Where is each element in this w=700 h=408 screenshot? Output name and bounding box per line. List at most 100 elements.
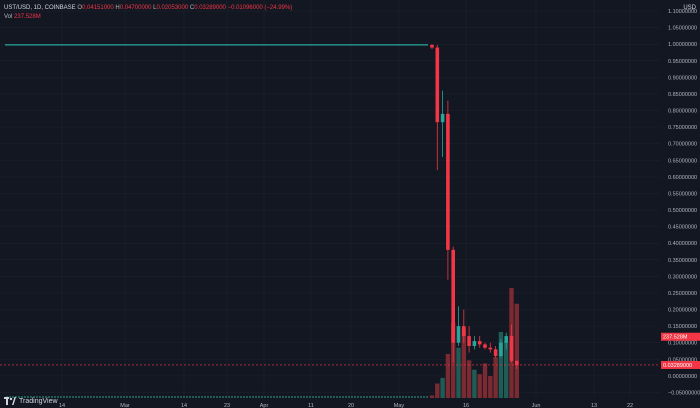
volume-bar [396, 396, 398, 398]
volume-bar [183, 396, 185, 398]
volume-bar [461, 328, 466, 398]
candle-body [493, 349, 498, 356]
volume-bar [378, 396, 380, 398]
brand-name: TradingView [19, 397, 58, 405]
y-tick-label: 0.00000000 [668, 374, 697, 380]
x-tick-label: 16 [463, 403, 469, 408]
candle-body [509, 336, 514, 361]
volume-bar [300, 396, 302, 398]
volume-bar [342, 396, 344, 398]
volume-bar [24, 396, 26, 398]
volume-bar [198, 396, 200, 398]
volume-bar [60, 396, 62, 398]
volume-bar [9, 396, 11, 398]
volume-bar [117, 396, 119, 398]
volume-bar [327, 396, 329, 398]
volume-bar [348, 396, 350, 398]
candle-body [440, 113, 445, 123]
volume-bar [369, 396, 371, 398]
open-label: O [77, 5, 83, 11]
x-tick-label: Mar [120, 403, 130, 408]
low-label: L [153, 5, 157, 11]
volume-bar [417, 396, 419, 398]
candle-body [477, 341, 482, 345]
y-tick-label: 0.40000000 [668, 241, 697, 247]
volume-bar [150, 396, 152, 398]
y-tick-label: 0.45000000 [668, 225, 697, 231]
volume-bar [321, 396, 323, 398]
volume-bar [177, 396, 179, 398]
high-label: H [115, 5, 120, 11]
volume-bar [291, 396, 293, 398]
volume-bar [135, 396, 137, 398]
volume-bar [90, 396, 92, 398]
volume-bar [63, 396, 65, 398]
volume-bar [243, 396, 245, 398]
volume-bar [96, 396, 98, 398]
volume-bar [249, 396, 251, 398]
candle-body [446, 113, 450, 250]
candle-body [462, 326, 466, 337]
volume-bar [387, 396, 389, 398]
volume-bar [228, 396, 230, 398]
volume-bar [162, 396, 164, 398]
brand-logo[interactable]: TradingView [4, 397, 58, 405]
volume-value-label: 237.528M [663, 335, 688, 341]
candle-body [456, 326, 461, 343]
volume-bar [54, 396, 56, 398]
volume-bar [240, 396, 242, 398]
volume-bar [303, 396, 305, 398]
volume-bar [288, 396, 290, 398]
close-value: 0.03289000 [194, 5, 226, 11]
open-value: 0.04151000 [82, 5, 114, 11]
volume-bar [195, 396, 197, 398]
volume-bar [482, 363, 488, 398]
volume-bar [105, 396, 107, 398]
volume-bar [261, 396, 263, 398]
volume-bar [264, 396, 266, 398]
volume-bar [93, 396, 95, 398]
volume-bar [210, 396, 212, 398]
candle-body [472, 341, 477, 347]
candlesticks [5, 44, 519, 370]
volume-bar [30, 396, 32, 398]
y-tick-label: 0.70000000 [668, 142, 697, 148]
volume-bar [66, 396, 68, 398]
volume-value: 237.528M [14, 14, 41, 20]
volume-bar [270, 396, 272, 398]
last-price-badge [661, 360, 700, 369]
volume-bar [138, 396, 140, 398]
currency-label[interactable]: USD [683, 5, 696, 11]
volume-bar [255, 396, 257, 398]
symbol-title[interactable]: UST/USD, 1D, COINBASE [4, 5, 76, 11]
volume-bar [445, 354, 451, 398]
volume-bar [333, 396, 335, 398]
volume-bar [225, 396, 227, 398]
volume-bar [360, 396, 362, 398]
volume-bar [318, 396, 320, 398]
volume-bar [279, 396, 281, 398]
volume-bar [18, 396, 20, 398]
y-tick-label: 0.05000000 [668, 357, 697, 363]
volume-bar [429, 395, 435, 398]
low-value: 0.02053000 [156, 5, 189, 11]
volume-bar [309, 396, 311, 398]
y-tick-label: 0.30000000 [668, 274, 697, 280]
candle-body [430, 44, 434, 48]
volume-bar [363, 396, 365, 398]
volume-bar [297, 396, 299, 398]
volume-bar [466, 360, 472, 398]
y-tick-label: 1.00000000 [668, 42, 697, 48]
volume-bar [78, 396, 80, 398]
y-tick-label: 0.65000000 [668, 158, 697, 164]
tradingview-logo-icon [4, 397, 16, 405]
volume-bar [75, 396, 77, 398]
volume-bar [51, 396, 53, 398]
change-value: −0.01096000 (−24.99%) [227, 5, 293, 11]
volume-bar [81, 396, 83, 398]
volume-bar [114, 396, 116, 398]
volume-bar [21, 396, 23, 398]
x-tick-label: 14 [181, 403, 187, 408]
volume-bar [42, 396, 44, 398]
